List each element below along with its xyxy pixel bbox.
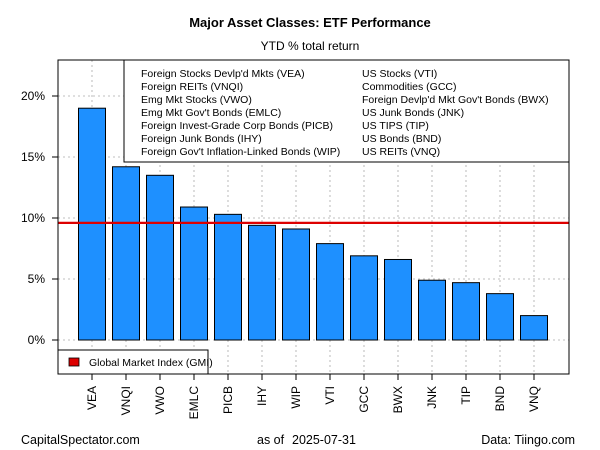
legend-entry-right-0: US Stocks (VTI) — [362, 68, 437, 80]
bar-emlc — [180, 206, 208, 341]
y-axis: 0% 5% 10% 15% 20% — [21, 89, 58, 347]
legend-entry-left-5: Foreign Junk Bonds (IHY) — [141, 133, 262, 145]
bar-wip — [282, 228, 310, 341]
x-tick-label-vti: VTI — [323, 386, 337, 405]
legend-top: Foreign Stocks Devlp'd Mkts (VEA)Foreign… — [123, 59, 570, 163]
legend-entry-left-0: Foreign Stocks Devlp'd Mkts (VEA) — [141, 68, 305, 80]
bar-jnk — [418, 279, 446, 341]
bar-gcc — [350, 255, 378, 341]
legend-entry-left-6: Foreign Gov't Inflation-Linked Bonds (WI… — [141, 146, 340, 158]
bar-vea — [78, 107, 106, 341]
legend-entry-right-6: US REITs (VNQ) — [362, 146, 440, 158]
legend-entry-right-4: US TIPS (TIP) — [362, 120, 429, 132]
legend-entry-left-2: Emg Mkt Stocks (VWO) — [141, 94, 252, 106]
x-axis: VEA VNQI VWO EMLC PICB IHY WIP VTI GCC BWX JNK TIP B… — [85, 374, 541, 419]
bar-vnq — [520, 315, 548, 341]
legend-left-column: Foreign Stocks Devlp'd Mkts (VEA)Foreign… — [141, 68, 340, 158]
bars — [78, 107, 548, 341]
y-tick-label-10: 10% — [21, 211, 45, 225]
x-tick-label-emlc: EMLC — [187, 386, 201, 420]
legend-entry-left-1: Foreign REITs (VNQI) — [141, 81, 243, 93]
legend-bottom: Global Market Index (GMI) — [57, 349, 213, 375]
legend-entry-left-3: Emg Mkt Gov't Bonds (EMLC) — [141, 107, 281, 119]
legend-bottom-box — [57, 349, 209, 375]
legend-top-box — [123, 59, 570, 163]
chart-subtitle: YTD % total return — [261, 39, 360, 53]
y-tick-label-15: 15% — [21, 150, 45, 164]
bar-vwo — [146, 174, 174, 341]
bar-bwx — [384, 258, 412, 341]
y-tick-label-20: 20% — [21, 89, 45, 103]
bar-vti — [316, 243, 344, 341]
footer-as-of: as of — [257, 433, 285, 447]
x-tick-label-ihy: IHY — [255, 386, 269, 406]
legend-entry-left-4: Foreign Invest-Grade Corp Bonds (PICB) — [141, 120, 333, 132]
x-tick-label-gcc: GCC — [357, 386, 371, 413]
footer-source: CapitalSpectator.com — [21, 433, 140, 447]
gmi-legend-label: Global Market Index (GMI) — [89, 357, 213, 369]
x-tick-label-vwo: VWO — [153, 386, 167, 415]
legend-entry-right-2: Foreign Devlp'd Mkt Gov't Bonds (BWX) — [362, 94, 549, 106]
x-tick-label-jnk: JNK — [425, 386, 439, 409]
y-tick-label-5: 5% — [28, 272, 46, 286]
legend-entry-right-5: US Bonds (BND) — [362, 133, 441, 145]
x-tick-label-vnq: VNQ — [527, 386, 541, 412]
legend-entry-right-3: US Junk Bonds (JNK) — [362, 107, 464, 119]
legend-entry-right-1: Commodities (GCC) — [362, 81, 457, 93]
bar-ihy — [248, 224, 276, 341]
bar-bnd — [486, 293, 514, 341]
x-tick-label-bwx: BWX — [391, 386, 405, 413]
gmi-legend-swatch — [68, 357, 80, 367]
bar-picb — [214, 213, 242, 341]
bar-tip — [452, 282, 480, 341]
y-tick-label-0: 0% — [28, 333, 46, 347]
footer-date: 2025-07-31 — [292, 433, 356, 447]
legend-right-column: US Stocks (VTI)Commodities (GCC)Foreign … — [362, 68, 549, 158]
x-tick-label-vnqi: VNQI — [119, 386, 133, 415]
x-tick-label-tip: TIP — [459, 386, 473, 405]
x-tick-label-vea: VEA — [85, 386, 99, 410]
x-tick-label-picb: PICB — [221, 386, 235, 414]
x-tick-label-wip: WIP — [289, 386, 303, 409]
x-tick-label-bnd: BND — [493, 386, 507, 412]
footer-data-credit: Data: Tiingo.com — [481, 433, 575, 447]
chart-title: Major Asset Classes: ETF Performance — [189, 15, 431, 30]
bar-vnqi — [112, 166, 140, 341]
